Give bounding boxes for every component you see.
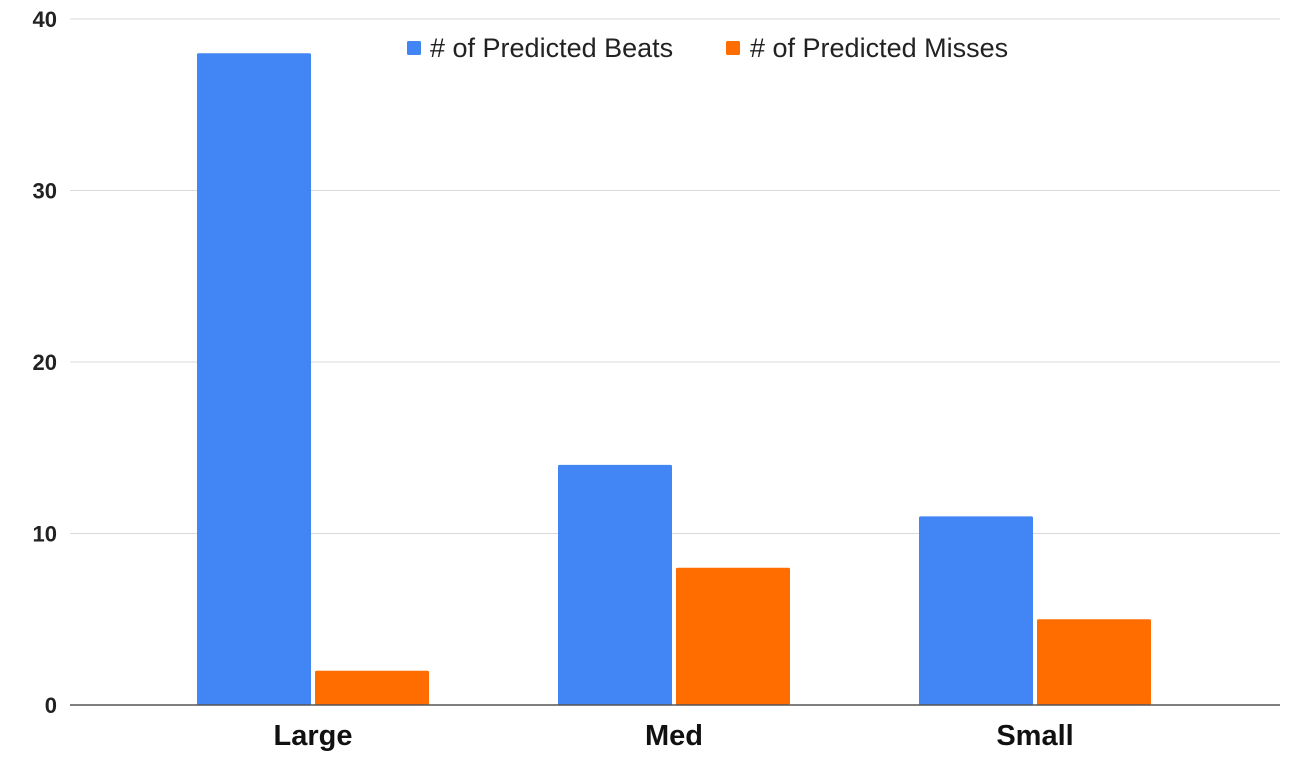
y-tick-label: 0 [45, 693, 57, 718]
x-category-label: Large [274, 720, 353, 752]
bar-small-series-2 [1037, 619, 1151, 705]
bar-med-series-2 [676, 567, 790, 705]
bar-med-series-1 [558, 464, 672, 705]
y-tick-label: 30 [33, 179, 57, 204]
y-tick-label: 40 [33, 7, 57, 32]
axes: 0 10 20 30 40 Large Med Small [33, 7, 1280, 752]
y-tick-label: 10 [33, 522, 57, 547]
bars [197, 53, 1151, 706]
x-category-label: Med [645, 720, 703, 752]
y-tick-label: 20 [33, 350, 57, 375]
bar-small-series-1 [919, 516, 1033, 705]
x-category-label: Small [996, 720, 1073, 752]
legend-label: # of Predicted Misses [750, 33, 1008, 63]
legend-swatch [407, 41, 421, 55]
legend: # of Predicted Beats # of Predicted Misse… [407, 33, 1008, 63]
bar-large-series-1 [197, 53, 311, 706]
bar-large-series-2 [315, 670, 429, 705]
legend-swatch [726, 41, 740, 55]
legend-label: # of Predicted Beats [430, 33, 673, 63]
